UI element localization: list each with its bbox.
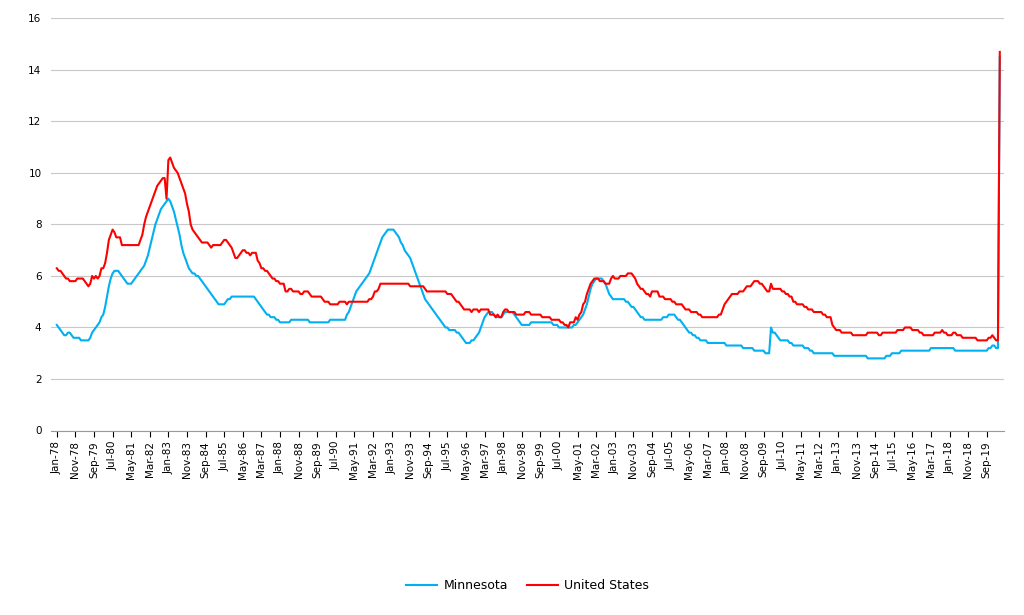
- United States: [683, 306, 695, 313]
- United States: [800, 303, 812, 311]
- United States: [993, 48, 1006, 55]
- Minnesota: [683, 329, 695, 336]
- Line: United States: United States: [56, 52, 999, 340]
- Line: Minnesota: Minnesota: [56, 57, 999, 359]
- United States: [50, 264, 62, 272]
- Legend: Minnesota, United States: Minnesota, United States: [400, 574, 654, 597]
- Minnesota: [118, 275, 130, 282]
- Minnesota: [993, 54, 1006, 61]
- Minnesota: [523, 321, 536, 328]
- United States: [567, 319, 580, 326]
- United States: [523, 308, 536, 315]
- Minnesota: [567, 321, 580, 328]
- Minnesota: [800, 344, 812, 352]
- United States: [972, 336, 984, 344]
- Minnesota: [50, 321, 62, 328]
- United States: [451, 298, 463, 306]
- United States: [118, 241, 130, 248]
- Minnesota: [861, 355, 873, 362]
- Minnesota: [451, 329, 463, 336]
